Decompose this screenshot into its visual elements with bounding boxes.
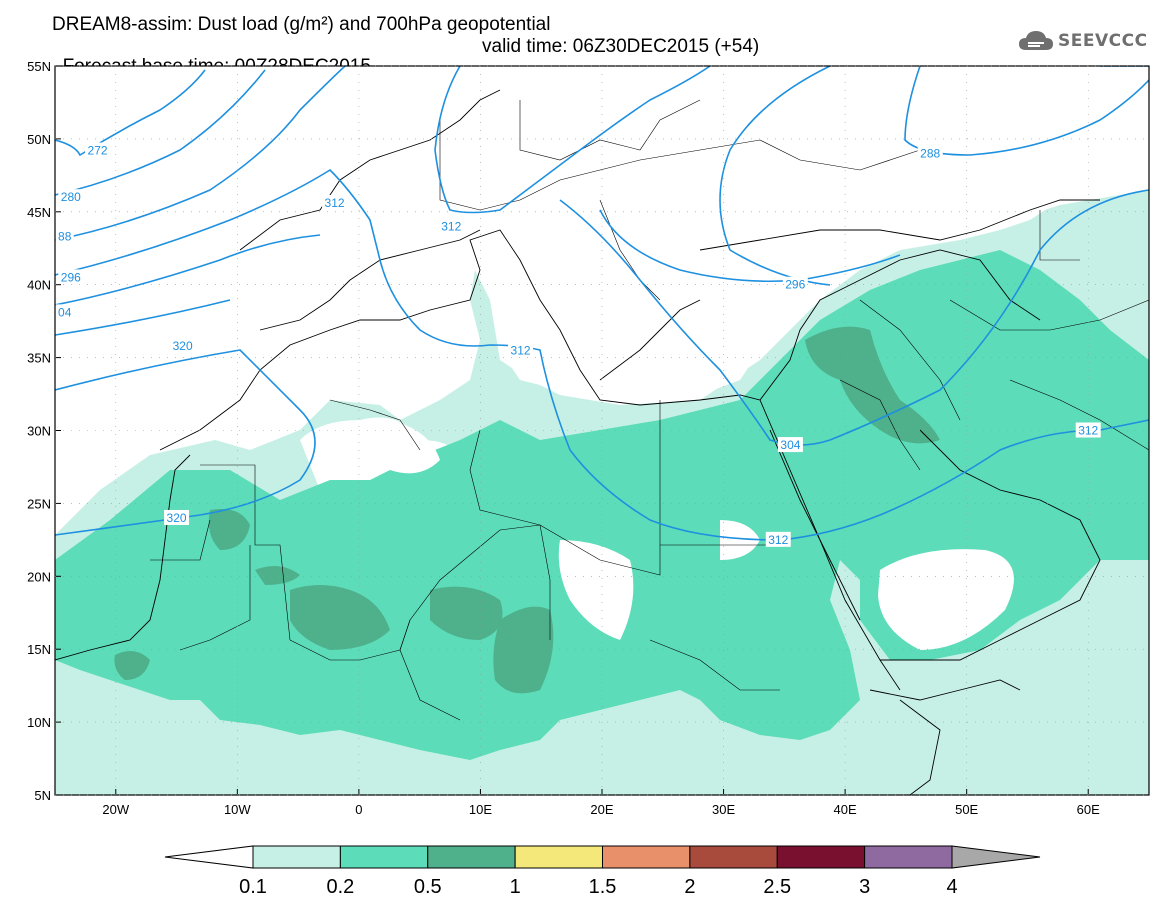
geopotential-contours (55, 66, 1149, 541)
contour-label-bg (58, 269, 84, 285)
contour-label: 320 (173, 339, 193, 353)
lat-tick-label: 40N (27, 278, 51, 293)
coastlines (55, 89, 1101, 795)
seevccc-logo: SEEVCCC (1018, 26, 1148, 56)
contour-label: 312 (768, 533, 788, 547)
lon-tick-label: 20W (102, 802, 129, 817)
contour-label: 320 (167, 511, 187, 525)
valid-time-text: valid time: 06Z30DEC2015 (+54) (482, 36, 760, 57)
lon-tick-label: 60E (1077, 802, 1100, 817)
dust-free-inner (390, 420, 1014, 650)
lon-tick-label: 10E (469, 802, 492, 817)
contour-label-bg (322, 195, 348, 211)
dust-layer-high (114, 326, 940, 694)
lon-tick-label: 20E (590, 802, 613, 817)
colorbar-label: 0.2 (326, 876, 354, 898)
lat-tick-label: 15N (27, 642, 51, 657)
contour-label: 296 (61, 270, 81, 284)
map-area (55, 66, 1149, 795)
colorbar-label: 1 (510, 876, 521, 898)
colorbar-swatch (689, 845, 778, 869)
contour-label: 312 (511, 343, 531, 357)
colorbar-label: 1.5 (589, 876, 617, 898)
colorbar-swatch (864, 845, 953, 869)
colorbar-label: 4 (946, 876, 957, 898)
contour-label-bg (1075, 422, 1101, 438)
colorbar-label: 2 (684, 876, 695, 898)
colorbar-swatch (602, 845, 691, 869)
lon-tick-label: 0 (355, 802, 362, 817)
colorbar-label: 3 (859, 876, 870, 898)
contour-label-bg (164, 509, 190, 525)
colorbar: 0.1 0.2 0.5 1 1.5 2 2.5 3 4 (164, 845, 1041, 898)
contour-label-bg (55, 304, 74, 320)
lat-tick-label: 10N (27, 715, 51, 730)
contour-label-bg (55, 228, 74, 244)
contour-label: 304 (780, 438, 800, 452)
lat-tick-label: 45N (27, 205, 51, 220)
colorbar-swatch (427, 845, 516, 869)
chart-title: DREAM8-assim: Dust load (g/m²) and 700hP… (52, 14, 551, 35)
colorbar-swatch (339, 845, 429, 869)
lon-tick-label: 30E (712, 802, 735, 817)
contour-label: 312 (1078, 424, 1098, 438)
contour-label-bg (170, 337, 196, 353)
lat-tick-label: 5N (34, 788, 51, 803)
colorbar-label: 0.5 (414, 876, 442, 898)
lat-tick-label: 50N (27, 132, 51, 147)
contour-label-bg (917, 145, 943, 161)
contour-label-bg (777, 437, 803, 453)
contour-label-bg (85, 142, 111, 158)
lat-tick-label: 55N (27, 59, 51, 74)
colorbar-label: 2.5 (763, 876, 791, 898)
colorbar-label: 0.1 (239, 876, 267, 898)
colorbar-right-arrow (951, 845, 1041, 869)
lat-tick-label: 30N (27, 424, 51, 439)
contour-label: 288 (920, 146, 940, 160)
contour-label: 88 (58, 230, 72, 244)
lat-tick-label: 20N (27, 569, 51, 584)
contour-label-bg (508, 342, 534, 358)
contour-label: 312 (441, 219, 461, 233)
longitude-axis: 20W 10W 0 10E 20E 30E 40E 50E 60E (102, 66, 1100, 817)
lat-tick-label: 35N (27, 351, 51, 366)
lon-tick-label: 50E (955, 802, 978, 817)
country-borders (150, 99, 1149, 721)
lat-tick-label: 25N (27, 496, 51, 511)
contour-label-bg (765, 531, 791, 547)
cloud-icon (1019, 31, 1053, 50)
contour-label: 04 (58, 305, 72, 319)
lon-tick-label: 40E (834, 802, 857, 817)
colorbar-swatch (514, 845, 603, 869)
latitude-axis: 55N 50N 45N 40N 35N 30N 25N 20N 15N 10N 5N (27, 59, 1149, 803)
contour-label: 272 (88, 144, 108, 158)
colorbar-swatch (252, 845, 341, 869)
contour-label-bg (438, 218, 464, 234)
logo-text: SEEVCCC (1058, 31, 1148, 51)
colorbar-left-arrow (164, 845, 254, 869)
contour-label-bg (58, 189, 84, 205)
lon-tick-label: 10W (224, 802, 251, 817)
contour-label: 312 (325, 196, 345, 210)
contour-labels: 272 280 88 296 04 312 312 320 312 296 288 312 304 312… (55, 142, 1101, 547)
contour-label: 296 (785, 278, 805, 292)
contour-label-bg (782, 276, 808, 292)
contour-label: 280 (61, 190, 81, 204)
colorbar-swatch (776, 845, 866, 869)
